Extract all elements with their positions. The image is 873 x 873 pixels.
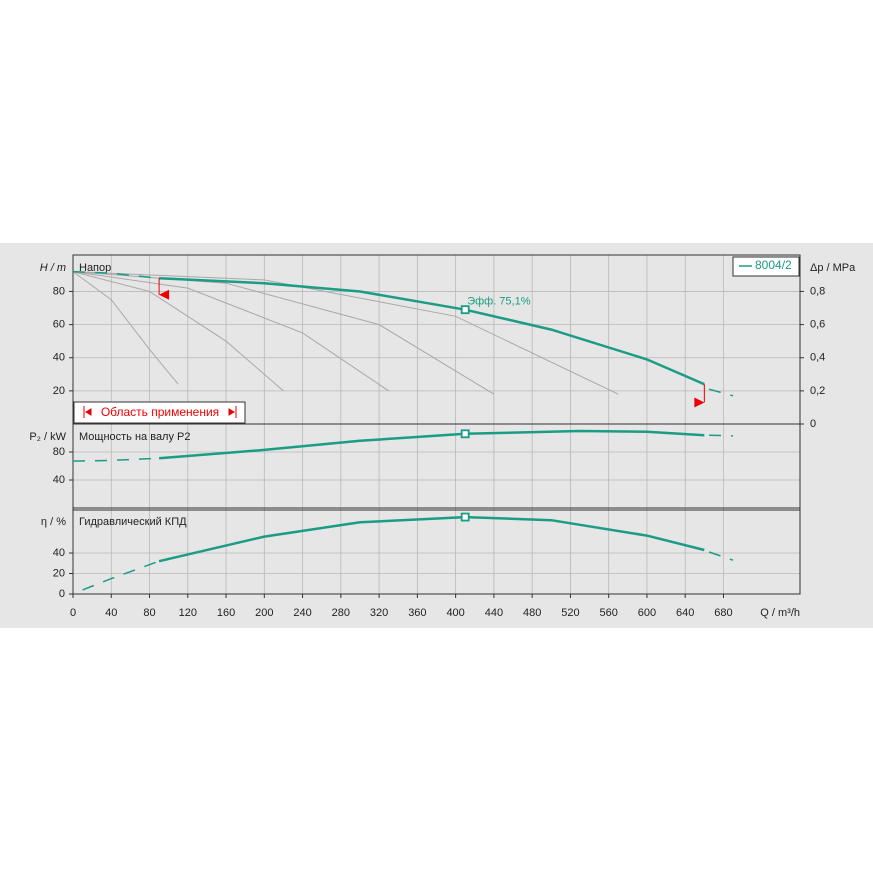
x-tick-label: 40 — [105, 607, 117, 619]
curve-extension — [708, 388, 734, 397]
x-tick-label: 0 — [70, 607, 76, 619]
legend-label: 8004/2 — [755, 258, 792, 272]
range-end-arrow — [694, 397, 705, 408]
y-tick-label: 40 — [53, 352, 65, 364]
panel-title: Гидравлический КПД — [79, 516, 187, 528]
y-axis-label: H / m — [40, 262, 66, 274]
x-tick-label: 440 — [485, 607, 503, 619]
range-label: Область применения — [101, 405, 219, 419]
duty-label: Эфф. 75,1% — [467, 296, 531, 308]
y2-tick-label: 0 — [810, 418, 816, 430]
curve-extension — [709, 434, 734, 437]
x-tick-label: 600 — [638, 607, 656, 619]
x-axis-label: Q / m³/h — [760, 607, 800, 619]
x-tick-label: 200 — [255, 607, 273, 619]
range-box — [73, 401, 246, 424]
y-tick-label: 0 — [59, 588, 65, 600]
y-tick-label: 80 — [53, 446, 65, 458]
y-axis-label: P₂ / kW — [29, 431, 66, 443]
x-tick-label: 360 — [408, 607, 426, 619]
x-tick-label: 160 — [217, 607, 235, 619]
y-axis-label: η / % — [41, 516, 66, 528]
curve-extension — [72, 270, 160, 279]
y-tick-label: 20 — [53, 567, 65, 579]
y-tick-label: 40 — [53, 547, 65, 559]
x-tick-label: 680 — [714, 607, 732, 619]
panel-title: Напор — [79, 262, 111, 274]
y-tick-label: 40 — [53, 474, 65, 486]
x-tick-label: 80 — [143, 607, 155, 619]
x-tick-label: 320 — [370, 607, 388, 619]
y-tick-label: 60 — [53, 318, 65, 330]
curve-extension — [708, 551, 734, 561]
y-tick-label: 80 — [53, 285, 65, 297]
legend-box — [732, 256, 800, 277]
duty-point — [460, 512, 470, 522]
x-tick-label: 560 — [600, 607, 618, 619]
legend: 8004/2 — [739, 258, 792, 272]
x-tick-label: 280 — [332, 607, 350, 619]
x-tick-label: 240 — [293, 607, 311, 619]
reference-curve — [72, 271, 284, 392]
x-tick-label: 640 — [676, 607, 694, 619]
reference-curve — [72, 271, 389, 392]
curve-extension — [82, 560, 160, 591]
x-tick-label: 480 — [523, 607, 541, 619]
curve-extension — [72, 457, 160, 462]
reference-curve — [72, 271, 179, 385]
x-tick-label: 120 — [179, 607, 197, 619]
y2-tick-label: 0,2 — [810, 385, 825, 397]
reference-curve — [72, 271, 619, 395]
x-tick-label: 520 — [561, 607, 579, 619]
x-tick-label: 400 — [446, 607, 464, 619]
duty-point — [460, 305, 470, 315]
y2-tick-label: 0,8 — [810, 285, 825, 297]
y2-axis-label: Δp / MPa — [810, 262, 856, 274]
duty-point — [460, 429, 470, 439]
y-tick-label: 20 — [53, 385, 65, 397]
y2-tick-label: 0,4 — [810, 352, 825, 364]
panel-title: Мощность на валу P2 — [79, 431, 191, 443]
range-start-arrow — [159, 289, 170, 300]
y2-tick-label: 0,6 — [810, 318, 825, 330]
range-arrows — [83, 406, 237, 418]
